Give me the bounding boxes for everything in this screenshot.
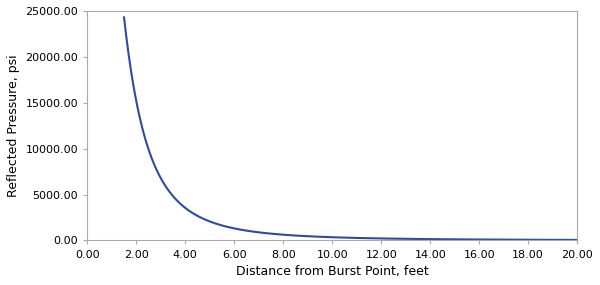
- Y-axis label: Reflected Pressure, psi: Reflected Pressure, psi: [7, 54, 20, 197]
- X-axis label: Distance from Burst Point, feet: Distance from Burst Point, feet: [236, 265, 428, 278]
